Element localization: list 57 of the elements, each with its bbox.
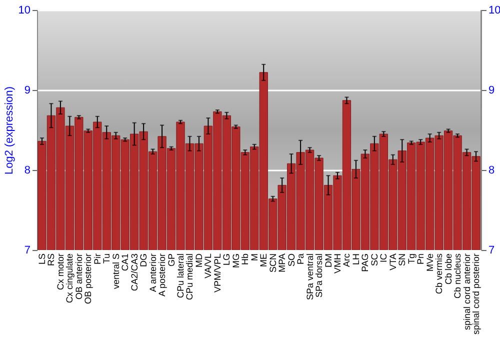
y2-tick-label: 8 [488, 164, 495, 176]
x-tick-label: OB posterior [83, 254, 94, 304]
x-tick-label: Pa [296, 254, 306, 265]
x-tick-label: A anterior [148, 254, 158, 292]
x-tick-label: A posterior [157, 254, 168, 297]
y-tick-label: 8 [24, 164, 30, 176]
y-tick-label: 9 [24, 84, 30, 96]
x-tick-label: Arc [342, 253, 352, 267]
y-tick-label: 7 [24, 244, 30, 256]
x-tick-label: RS [46, 254, 56, 266]
x-tick-label: SN [397, 254, 408, 266]
x-tick-label: DG [138, 254, 149, 267]
x-tick-label: LH [350, 254, 361, 266]
y2-tick-label: 9 [488, 84, 495, 96]
x-tick-label: spinal cord posterior [471, 254, 482, 335]
x-tick-label: SPa ventral [304, 254, 315, 300]
x-tick-label: CPu lateral [176, 254, 186, 298]
x-tick-label: LS [36, 254, 47, 265]
x-tick-label: MPA [277, 254, 288, 272]
x-tick-label: VA/VL [203, 254, 214, 278]
x-tick-label: ME [258, 254, 269, 267]
x-tick-label: VTA [388, 254, 398, 270]
x-tick-label: DM [323, 254, 334, 268]
x-tick-label: Pir [92, 254, 102, 264]
x-tick-label: Tu [102, 254, 112, 264]
x-tick-label: SPa dorsal [314, 254, 324, 298]
x-tick-label: IC [378, 253, 389, 262]
x-tick-label: PAG [360, 254, 370, 272]
x-tick-label: SC [369, 253, 380, 266]
x-tick-label: MD [194, 253, 204, 268]
x-tick-label: LG [222, 254, 232, 266]
x-tick-label: OB anterior [74, 254, 84, 300]
y2-tick-label: 10 [488, 4, 500, 16]
x-tick-label: Pn [416, 254, 426, 265]
y-axis-title: Log2 (expression) [3, 86, 16, 175]
y-tick-label: 10 [18, 4, 30, 16]
x-tick-label: MG [230, 254, 241, 268]
x-tick-label: spinal cord anterior [462, 254, 472, 330]
x-tick-label: Cx cingulate [64, 254, 75, 304]
x-tick-label: CPu medial [184, 254, 195, 300]
x-tick-label: GP [166, 254, 176, 267]
x-tick-label: Tg [406, 254, 416, 264]
x-tick-label: M [249, 254, 260, 261]
x-tick-label: Cx motor [55, 254, 66, 290]
x-tick-label: Cb nucleus [452, 253, 463, 299]
x-tick-label: CA2/CA3 [129, 254, 140, 292]
x-tick-label: Cb vermis [434, 253, 444, 294]
x-tick-label: SCN [268, 254, 278, 273]
x-tick-label: VMH [332, 254, 342, 274]
x-tick-label: ventral S [110, 254, 121, 290]
x-tick-label: Hb [240, 254, 250, 266]
x-tick-label: SO [286, 254, 296, 267]
x-tick-label: MVe [424, 254, 435, 272]
y2-tick-label: 7 [488, 244, 495, 256]
x-tick-label: Cb lobe [443, 254, 454, 285]
x-tick-label: CA1 [120, 254, 130, 272]
x-tick-label: VPM/VPL [212, 254, 222, 293]
